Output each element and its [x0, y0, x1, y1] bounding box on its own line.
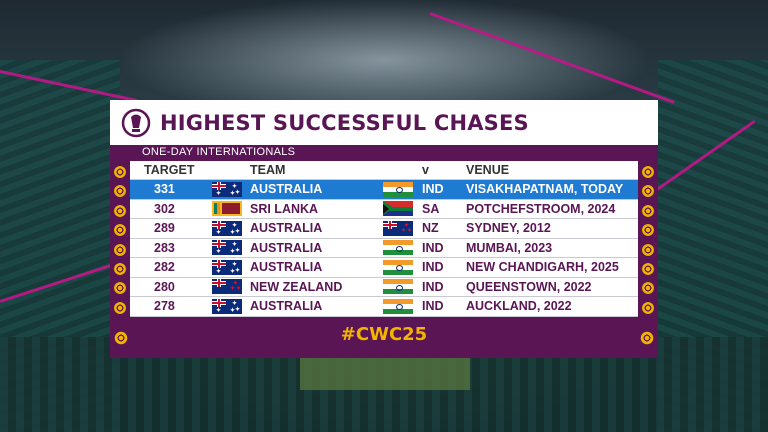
flower-icon — [114, 243, 126, 256]
australia-flag-icon: ✦ ✦ ✦ ✦ — [212, 220, 242, 236]
india-flag-icon — [383, 259, 413, 275]
header-target: TARGET — [144, 163, 195, 177]
hashtag: #CWC25 — [340, 324, 428, 345]
venue: AUCKLAND, 2022 — [466, 299, 572, 314]
table-row: 302 SRI LANKA SA POTCHEFSTROOM, 2024 — [130, 200, 638, 219]
opponent-code: IND — [422, 182, 444, 197]
venue: VISAKHAPATNAM, TODAY — [466, 182, 624, 197]
india-flag-icon — [383, 298, 413, 314]
title-bar: HIGHEST SUCCESSFUL CHASES — [110, 100, 658, 145]
chases-board: HIGHEST SUCCESSFUL CHASES ONE-DAY INTERN… — [110, 100, 658, 358]
flower-icon — [114, 301, 126, 314]
opponent-code: IND — [422, 279, 444, 294]
team-name: AUSTRALIA — [250, 182, 323, 197]
target-value: 289 — [154, 221, 175, 236]
team-name: AUSTRALIA — [250, 299, 323, 314]
flower-icon — [114, 262, 126, 275]
flower-icon — [642, 262, 654, 275]
team-name: NEW ZEALAND — [250, 279, 343, 294]
australia-flag-icon: ✦ ✦ ✦ ✦ — [212, 259, 242, 275]
south-africa-flag-icon — [383, 201, 413, 217]
flower-icon — [642, 282, 654, 295]
side-decoration-left — [112, 162, 128, 322]
opponent-code: IND — [422, 260, 444, 275]
table-body: 331 ✦ ✦ ✦ ✦ AUSTRALIA IND VISAKHAPATNAM, TODAY 3… — [130, 180, 638, 317]
venue: MUMBAI, 2023 — [466, 240, 553, 255]
target-value: 283 — [154, 240, 175, 255]
australia-flag-icon: ✦ ✦ ✦ ✦ — [212, 298, 242, 314]
header-vs: v — [422, 163, 429, 177]
opponent-code: IND — [422, 240, 444, 255]
team-name: SRI LANKA — [250, 201, 319, 216]
table-row: 278 ✦ ✦ ✦ ✦ AUSTRALIA IND AUCKLAND, 2022 — [130, 297, 638, 317]
flower-icon — [642, 166, 654, 178]
venue: NEW CHANDIGARH, 2025 — [466, 260, 619, 275]
flower-icon — [114, 185, 126, 198]
flower-icon — [114, 330, 128, 345]
flower-icon — [114, 204, 126, 217]
venue: SYDNEY, 2012 — [466, 221, 551, 236]
flower-icon — [114, 166, 126, 178]
board-subtitle: ONE-DAY INTERNATIONALS — [142, 146, 296, 158]
sri-lanka-flag-icon — [212, 201, 242, 217]
flower-icon — [640, 330, 654, 345]
table-row: 289 ✦ ✦ ✦ ✦ AUSTRALIA ✦ ✦ ✦ NZ SYDNEY, 2012 — [130, 219, 638, 239]
table-row: 282 ✦ ✦ ✦ ✦ AUSTRALIA IND NEW CHANDIGARH, 2025 — [130, 258, 638, 278]
venue: QUEENSTOWN, 2022 — [466, 279, 592, 294]
table-header-row: TARGET TEAM v VENUE — [130, 161, 638, 180]
target-value: 302 — [154, 201, 175, 216]
side-decoration-right — [640, 162, 656, 322]
flower-icon — [642, 185, 654, 198]
flower-icon — [114, 224, 126, 237]
header-venue: VENUE — [466, 163, 510, 177]
flower-icon — [642, 224, 654, 237]
india-flag-icon — [383, 181, 413, 197]
target-value: 282 — [154, 260, 175, 275]
chases-table: TARGET TEAM v VENUE 331 ✦ ✦ ✦ ✦ AUSTRALIA IND V… — [130, 161, 638, 317]
new-zealand-flag-icon: ✦ ✦ ✦ — [383, 220, 413, 236]
flower-icon — [114, 282, 126, 295]
team-name: AUSTRALIA — [250, 240, 323, 255]
venue: POTCHEFSTROOM, 2024 — [466, 201, 616, 216]
target-value: 280 — [154, 279, 175, 294]
target-value: 331 — [154, 182, 175, 197]
table-row: 283 ✦ ✦ ✦ ✦ AUSTRALIA IND MUMBAI, 2023 — [130, 239, 638, 258]
flower-icon — [642, 204, 654, 217]
india-flag-icon — [383, 279, 413, 295]
opponent-code: IND — [422, 299, 444, 314]
team-name: AUSTRALIA — [250, 260, 323, 275]
team-name: AUSTRALIA — [250, 221, 323, 236]
opponent-code: NZ — [422, 221, 439, 236]
table-row: 280 ✦ ✦ ✦ NEW ZEALAND IND QUEENSTOWN, 2022 — [130, 278, 638, 297]
table-row: 331 ✦ ✦ ✦ ✦ AUSTRALIA IND VISAKHAPATNAM, TODAY — [130, 180, 638, 200]
header-team: TEAM — [250, 163, 286, 177]
cwc-trophy-logo-icon — [120, 107, 152, 139]
flower-icon — [642, 301, 654, 314]
board-title: HIGHEST SUCCESSFUL CHASES — [160, 110, 529, 135]
opponent-code: SA — [422, 201, 440, 216]
australia-flag-icon: ✦ ✦ ✦ ✦ — [212, 240, 242, 256]
target-value: 278 — [154, 299, 175, 314]
australia-flag-icon: ✦ ✦ ✦ ✦ — [212, 181, 242, 197]
india-flag-icon — [383, 240, 413, 256]
new-zealand-flag-icon: ✦ ✦ ✦ — [212, 279, 242, 295]
flower-icon — [642, 243, 654, 256]
